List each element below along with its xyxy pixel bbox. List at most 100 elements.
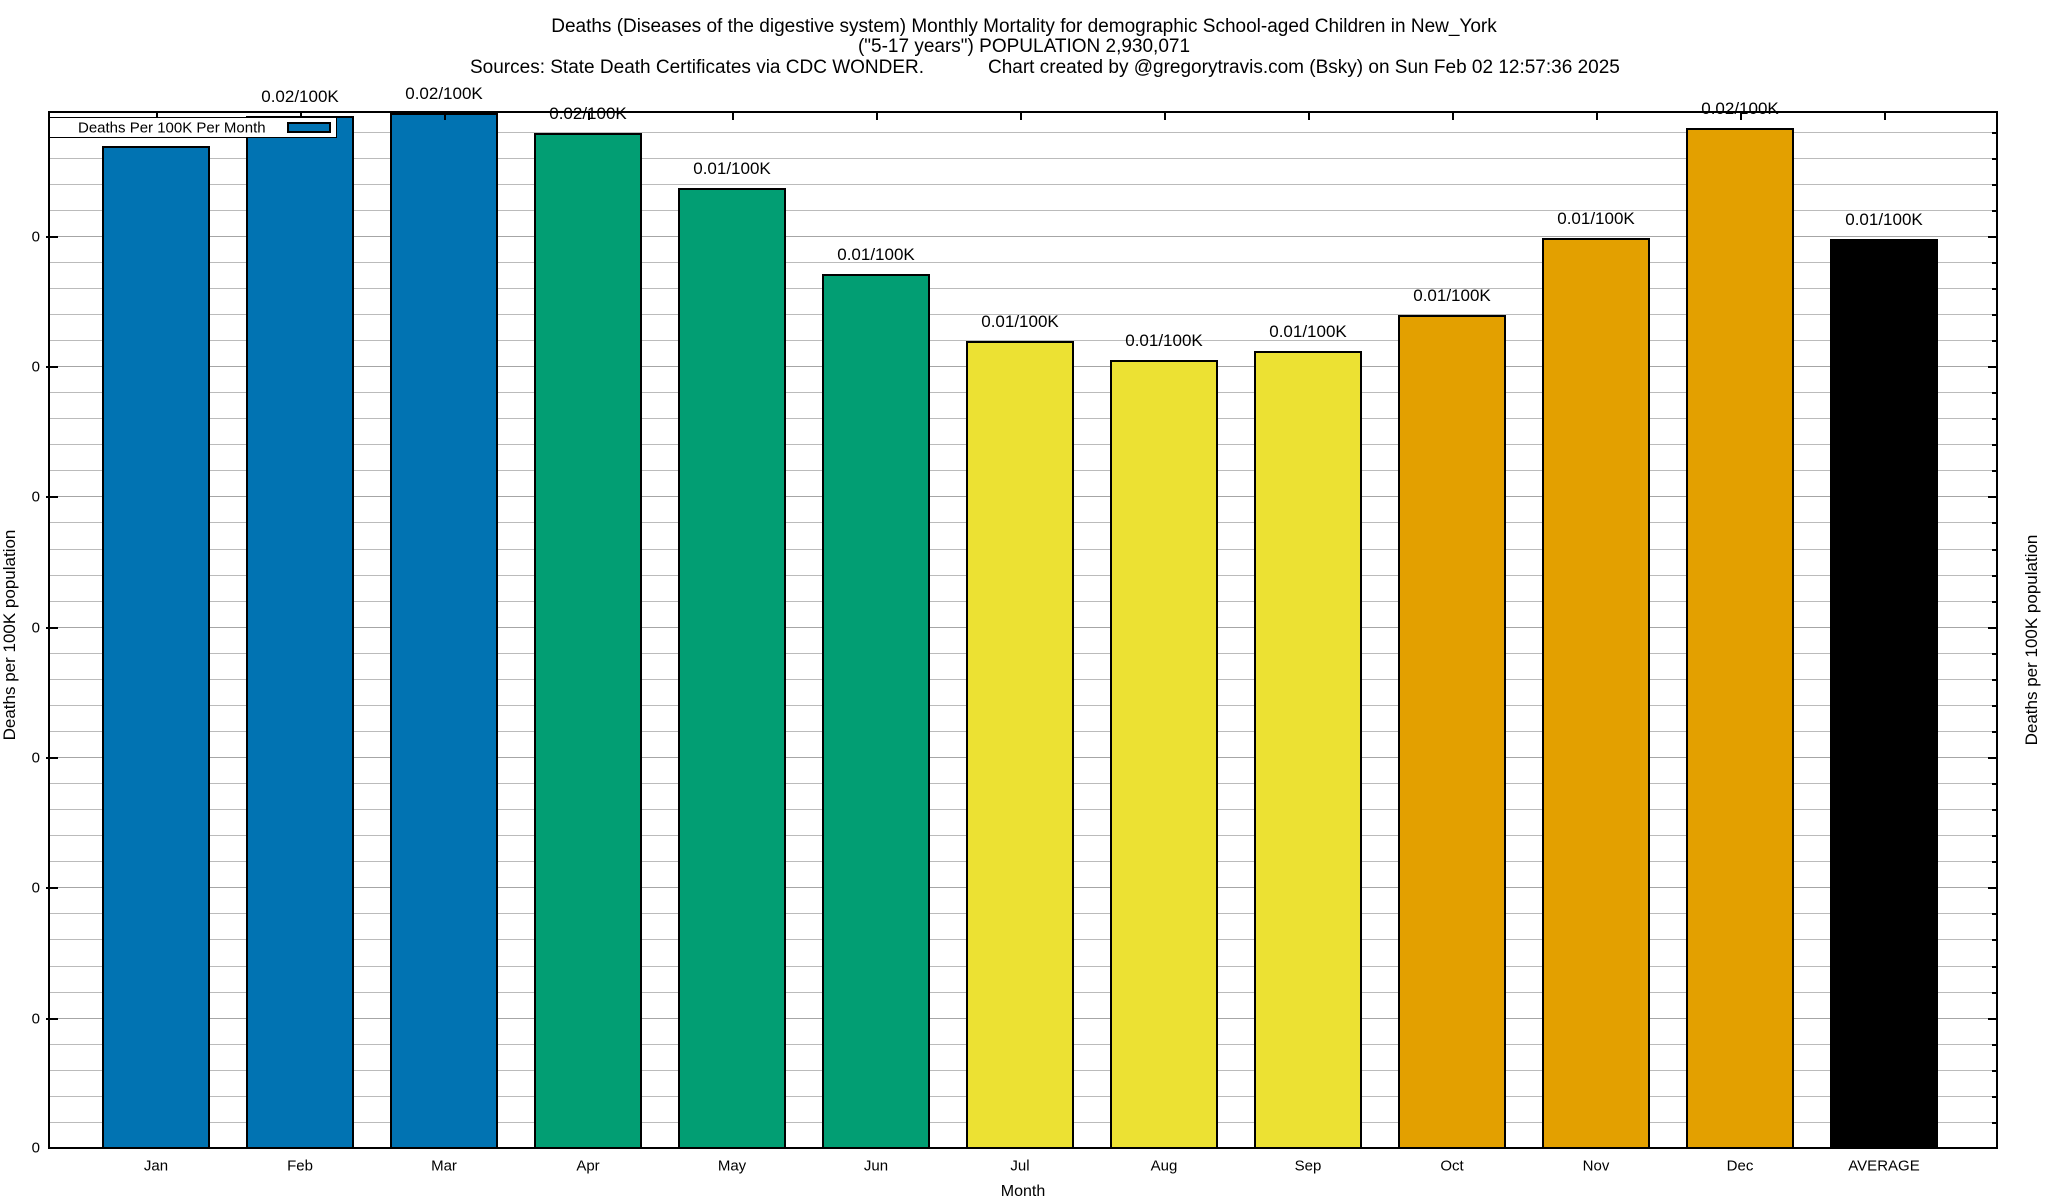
- y-minor-gridline: [49, 158, 1997, 159]
- y-tick-right: [1988, 887, 1997, 889]
- x2-tick: [156, 112, 158, 120]
- y-tick-left: [46, 236, 58, 238]
- y-tick-right: [1992, 939, 1997, 941]
- y-tick-right: [1992, 1070, 1997, 1072]
- x-tick-label-apr: Apr: [576, 1157, 600, 1175]
- x2-tick: [300, 112, 302, 120]
- x2-tick: [588, 112, 590, 120]
- y-minor-gridline: [49, 262, 1997, 263]
- x-tick-label-feb: Feb: [287, 1157, 313, 1175]
- y-tick-left: [46, 887, 58, 889]
- x2-tick: [444, 112, 446, 120]
- x2-tick: [876, 112, 878, 120]
- y-tick-label: 0: [31, 228, 40, 246]
- bar-value-label-sep: 0.01/100K: [1269, 322, 1347, 341]
- x2-tick: [1020, 112, 1022, 120]
- x2-tick: [1164, 112, 1166, 120]
- x2-tick: [1308, 112, 1310, 120]
- y-tick-right: [1992, 705, 1997, 707]
- y-tick-right: [1992, 470, 1997, 472]
- y-tick-right: [1992, 262, 1997, 264]
- bar-average: [1830, 239, 1938, 1149]
- x2-tick: [1884, 112, 1886, 120]
- y-tick-right: [1992, 444, 1997, 446]
- chart-title: Deaths (Diseases of the digestive system…: [551, 16, 1497, 37]
- y-tick-right: [1992, 210, 1997, 212]
- y-tick-label: 0: [31, 488, 40, 506]
- bar-jul: [966, 341, 1074, 1149]
- chart-subtitle: ("5-17 years") POPULATION 2,930,071: [857, 36, 1191, 57]
- y-tick-right: [1988, 366, 1997, 368]
- y-minor-gridline: [49, 132, 1997, 133]
- y-tick-right: [1988, 627, 1997, 629]
- x-tick-label-oct: Oct: [1440, 1157, 1464, 1175]
- x-tick-label-average: AVERAGE: [1848, 1157, 1920, 1175]
- y-tick-right: [1992, 184, 1997, 186]
- bar-nov: [1542, 238, 1650, 1149]
- y-tick-right: [1992, 1122, 1997, 1124]
- y-tick-right: [1992, 809, 1997, 811]
- y-axis-label-left: Deaths per 100K population: [0, 529, 19, 741]
- y-tick-right: [1992, 601, 1997, 603]
- y-tick-right: [1988, 1018, 1997, 1020]
- bar-oct: [1398, 315, 1506, 1149]
- y-minor-gridline: [49, 288, 1997, 289]
- bar-value-label-jul: 0.01/100K: [981, 312, 1059, 331]
- bar-value-label-aug: 0.01/100K: [1125, 331, 1203, 350]
- y-tick-label: 0: [31, 619, 40, 637]
- bar-mar: [390, 113, 498, 1149]
- y-tick-right: [1988, 757, 1997, 759]
- y-tick-right: [1992, 653, 1997, 655]
- x-tick-label-sep: Sep: [1294, 1157, 1322, 1175]
- y-tick-right: [1992, 340, 1997, 342]
- y-tick-right: [1992, 679, 1997, 681]
- x-tick-label-jan: Jan: [143, 1157, 169, 1175]
- y-tick-right: [1988, 236, 1997, 238]
- y-tick-label: 0: [31, 1010, 40, 1028]
- x2-tick: [1596, 112, 1598, 120]
- y-tick-right: [1992, 1096, 1997, 1098]
- bar-value-label-average: 0.01/100K: [1845, 210, 1923, 229]
- bar-value-label-may: 0.01/100K: [693, 159, 771, 178]
- bar-value-label-jun: 0.01/100K: [837, 245, 915, 264]
- y-tick-left: [46, 627, 58, 629]
- x-tick-label-jul: Jul: [1010, 1157, 1030, 1175]
- y-tick-label: 0: [31, 1139, 40, 1157]
- plot-border-left: [48, 111, 50, 1149]
- x-tick-label-dec: Dec: [1726, 1157, 1754, 1175]
- bar-value-label-nov: 0.01/100K: [1557, 209, 1635, 228]
- x-tick-label-jun: Jun: [863, 1157, 889, 1175]
- source-note: Sources: State Death Certificates via CD…: [470, 57, 925, 78]
- bar-dec: [1686, 128, 1794, 1149]
- y-tick-right: [1992, 992, 1997, 994]
- plot-border-bottom: [49, 1147, 1997, 1149]
- y-tick-label: 0: [31, 749, 40, 767]
- y-tick-right: [1992, 158, 1997, 160]
- bar-value-label-dec: 0.02/100K: [1701, 99, 1779, 118]
- x2-tick: [732, 112, 734, 120]
- x2-tick: [1452, 112, 1454, 120]
- y-minor-gridline: [49, 210, 1997, 211]
- y-tick-right: [1992, 549, 1997, 551]
- y-minor-gridline: [49, 340, 1997, 341]
- y-tick-left: [46, 757, 58, 759]
- y-tick-right: [1992, 392, 1997, 394]
- y-tick-right: [1992, 522, 1997, 524]
- legend-color-swatch-icon: [287, 122, 331, 133]
- bar-may: [678, 188, 786, 1149]
- x-axis-label: Month: [1000, 1183, 1046, 1200]
- x-tick-label-may: May: [717, 1157, 747, 1175]
- bar-jan: [102, 146, 210, 1149]
- y-tick-label: 0: [31, 879, 40, 897]
- y-major-gridline: [49, 236, 1997, 237]
- legend-label: Deaths Per 100K Per Month: [78, 119, 266, 136]
- y-tick-right: [1992, 314, 1997, 316]
- plot-border-right: [1996, 111, 1998, 1149]
- x-tick-label-nov: Nov: [1582, 1157, 1610, 1175]
- y-tick-right: [1992, 418, 1997, 420]
- bar-jun: [822, 274, 930, 1149]
- y-tick-right: [1992, 1044, 1997, 1046]
- plot-border-top: [49, 111, 1997, 113]
- y-tick-right: [1992, 288, 1997, 290]
